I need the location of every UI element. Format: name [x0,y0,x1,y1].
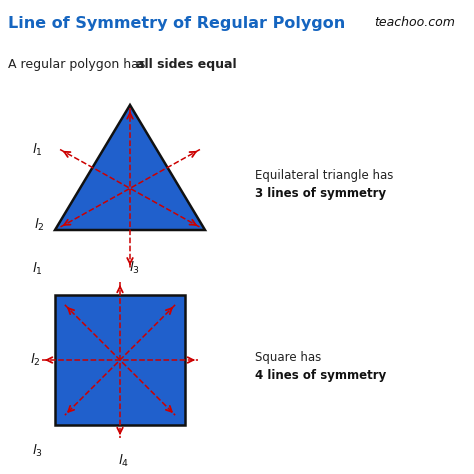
Text: all sides equal: all sides equal [136,58,237,71]
Text: 3 lines of symmetry: 3 lines of symmetry [255,186,386,200]
Text: A regular polygon has: A regular polygon has [8,58,149,71]
Text: $l_2$: $l_2$ [35,217,45,233]
Text: 4 lines of symmetry: 4 lines of symmetry [255,370,386,383]
Text: $l_3$: $l_3$ [32,443,43,459]
Text: $l_4$: $l_4$ [118,453,129,469]
Text: $l_1$: $l_1$ [32,261,43,277]
Text: $l_3$: $l_3$ [128,260,139,276]
Polygon shape [55,295,185,425]
Text: teachoo.com: teachoo.com [374,16,455,29]
Text: $l_1$: $l_1$ [32,142,43,158]
Text: $l_2$: $l_2$ [30,352,41,368]
Polygon shape [55,105,205,230]
Text: Equilateral triangle has: Equilateral triangle has [255,168,393,182]
Text: Square has: Square has [255,352,321,365]
Text: Line of Symmetry of Regular Polygon: Line of Symmetry of Regular Polygon [8,16,345,31]
